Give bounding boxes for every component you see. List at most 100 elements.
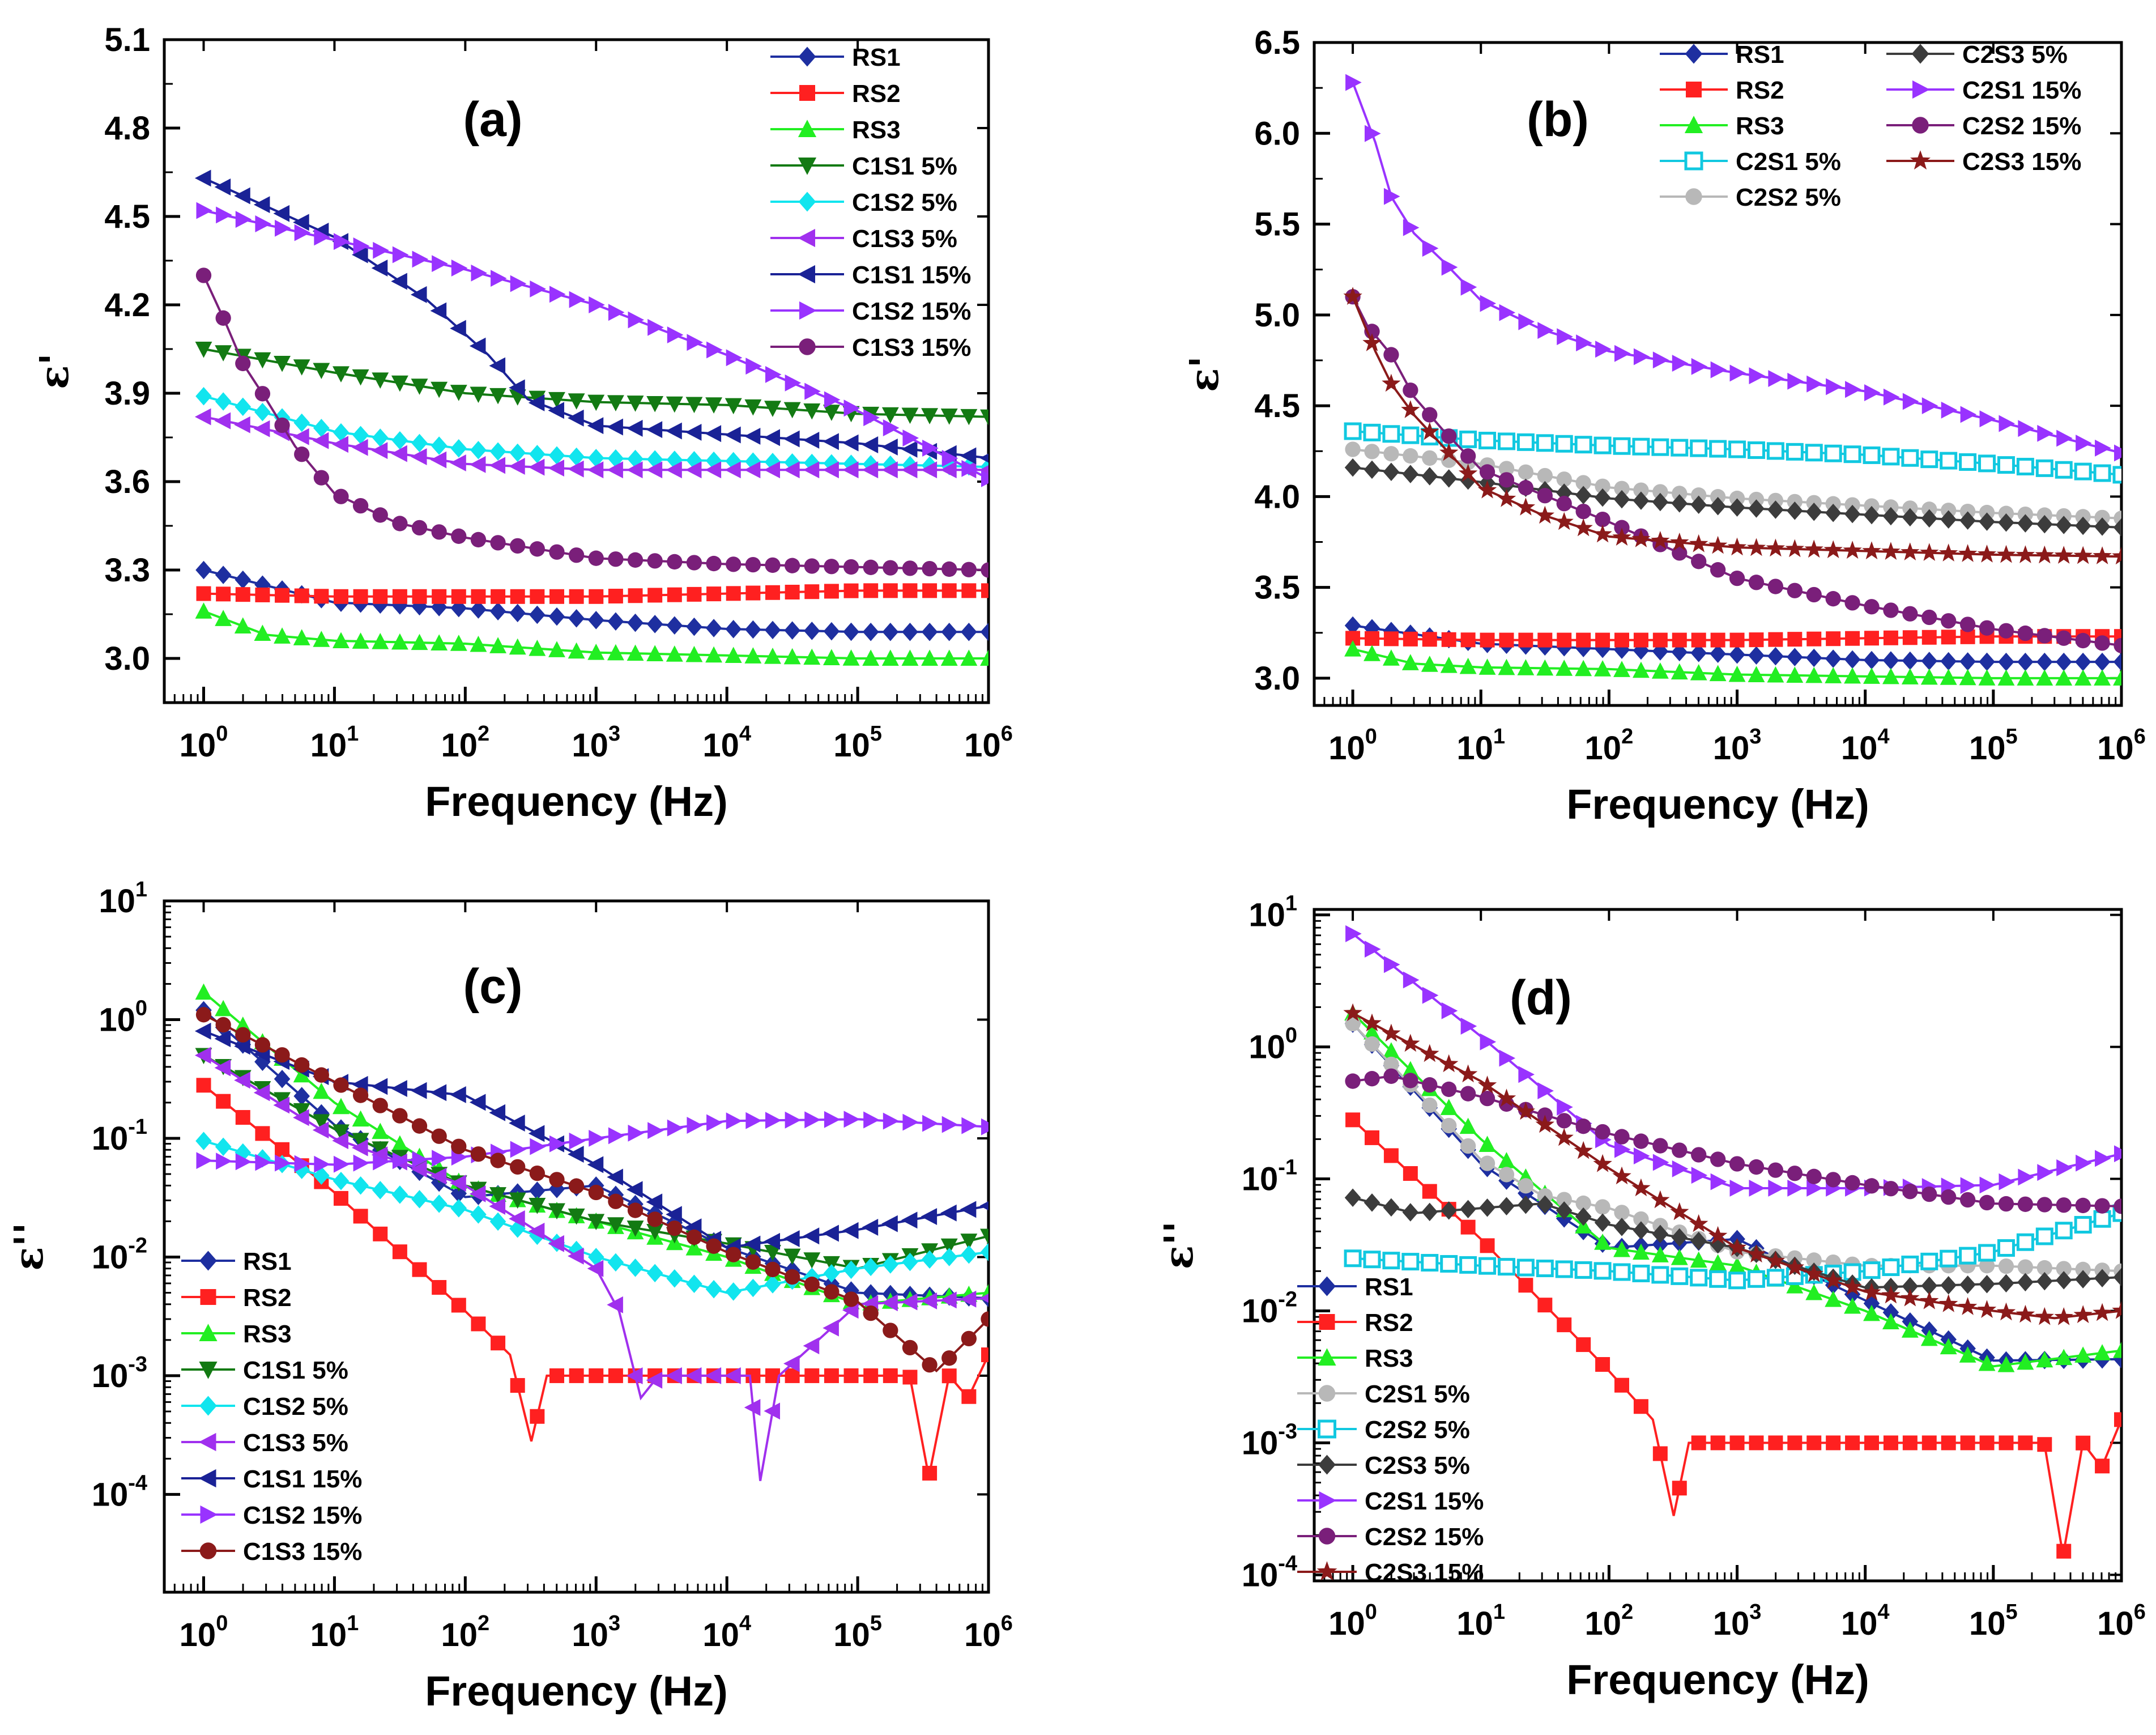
data-point	[1670, 532, 1689, 551]
data-point	[530, 1409, 545, 1424]
data-point	[902, 1252, 918, 1272]
data-point	[1729, 570, 1745, 586]
data-point	[194, 1022, 211, 1040]
data-point	[1556, 1201, 1573, 1220]
legend-label: C1S3 15%	[243, 1538, 362, 1566]
data-point	[1614, 1377, 1630, 1393]
data-point	[1746, 1244, 1766, 1263]
data-point	[235, 397, 252, 416]
data-point	[2056, 1159, 2073, 1176]
data-point	[862, 1257, 879, 1277]
series-rs2	[1345, 1112, 2121, 1559]
legend-item: RS3	[1297, 1345, 1413, 1372]
data-point	[548, 1235, 564, 1252]
legend-item: C1S2 5%	[770, 189, 957, 216]
data-point	[2113, 652, 2121, 671]
data-point	[783, 461, 800, 479]
legend-marker	[200, 1289, 216, 1305]
data-point	[1958, 1297, 1978, 1315]
data-point	[706, 1114, 723, 1132]
data-point	[1921, 609, 1937, 626]
data-point	[1691, 1167, 1708, 1184]
data-point	[1345, 1015, 1361, 1032]
data-point	[1593, 436, 1612, 454]
data-point	[1710, 1151, 1726, 1167]
data-point	[902, 583, 918, 598]
data-point	[371, 260, 388, 277]
data-point	[1479, 1155, 1495, 1171]
data-point	[1727, 537, 1747, 556]
data-point	[589, 1130, 605, 1147]
data-point	[961, 1330, 977, 1347]
legend-item: C2S1 5%	[1660, 148, 1841, 176]
data-point	[627, 1258, 644, 1277]
data-point	[410, 448, 427, 466]
legend-marker	[1685, 44, 1703, 64]
data-point	[784, 558, 800, 573]
data-point	[922, 561, 938, 577]
data-point	[450, 1199, 467, 1218]
data-point	[254, 352, 271, 369]
data-point	[568, 547, 585, 563]
data-point	[510, 589, 525, 604]
data-point	[1518, 632, 1533, 648]
data-point	[2074, 669, 2092, 686]
series-c2s2-5-	[1344, 1204, 2121, 1290]
data-point	[509, 1115, 525, 1132]
data-point	[745, 1254, 761, 1270]
data-point	[2036, 1351, 2053, 1368]
legend-marker	[198, 1432, 216, 1452]
data-point	[646, 615, 663, 633]
data-point	[430, 1084, 447, 1102]
data-point	[921, 649, 939, 666]
data-point	[666, 616, 683, 635]
data-point	[469, 1185, 486, 1202]
data-point	[921, 408, 939, 424]
x-tick-label: 101	[1456, 725, 1505, 767]
data-point	[902, 560, 918, 576]
data-point	[901, 649, 919, 666]
data-point	[1614, 1205, 1630, 1221]
data-point	[607, 449, 624, 468]
data-point	[569, 1132, 586, 1150]
data-point	[1441, 469, 1457, 488]
data-point	[1652, 1446, 1668, 1461]
data-point	[1537, 632, 1553, 648]
data-point	[1999, 1173, 2016, 1190]
data-point	[1804, 1264, 1823, 1282]
data-point	[1864, 599, 1880, 615]
legend-label: C1S3 5%	[852, 225, 957, 253]
data-point	[842, 434, 859, 452]
data-point	[529, 1165, 545, 1181]
legend-item: RS1	[770, 44, 901, 71]
x-tick-label: 100	[180, 722, 228, 764]
data-point	[862, 622, 879, 641]
data-point	[1498, 461, 1515, 477]
data-point	[940, 1238, 958, 1255]
data-point	[862, 461, 879, 479]
data-point	[549, 1135, 566, 1153]
data-point	[373, 589, 388, 604]
data-point	[686, 1229, 702, 1245]
legend-item: C1S3 5%	[181, 1429, 348, 1457]
data-point	[373, 241, 389, 259]
data-point	[882, 622, 899, 641]
data-point	[627, 1221, 644, 1237]
data-point	[1785, 1257, 1804, 1276]
x-tick-label: 104	[1841, 1600, 1890, 1642]
data-point	[215, 345, 232, 362]
data-point	[2017, 1196, 2034, 1212]
data-point	[1826, 1435, 1841, 1451]
data-point	[1535, 505, 1554, 524]
data-point	[1902, 606, 1918, 622]
data-point	[2074, 1215, 2092, 1234]
data-point	[1422, 1097, 1438, 1113]
data-point	[921, 622, 938, 641]
data-point	[979, 453, 988, 463]
data-point	[293, 1103, 310, 1120]
legend-item: C1S1 5%	[770, 152, 957, 180]
data-point	[608, 304, 625, 321]
data-point	[1652, 632, 1668, 648]
data-point	[1421, 467, 1438, 486]
data-point	[1422, 986, 1439, 1004]
